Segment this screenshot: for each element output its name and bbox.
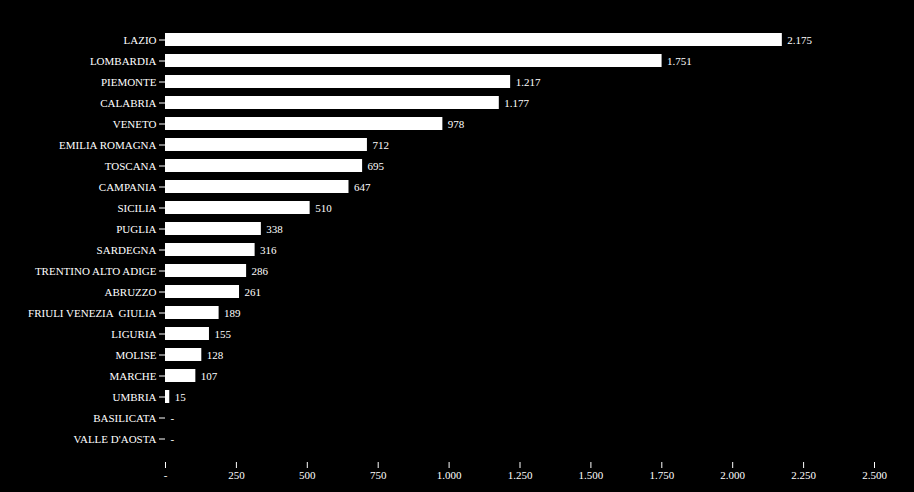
- svg-text:2.500: 2.500: [862, 469, 887, 481]
- svg-text:LAZIO: LAZIO: [124, 34, 157, 46]
- svg-text:155: 155: [214, 328, 231, 340]
- svg-text:MARCHE: MARCHE: [109, 370, 156, 382]
- svg-text:ABRUZZO: ABRUZZO: [105, 286, 157, 298]
- svg-text:-: -: [164, 469, 168, 481]
- svg-text:FRIULI VENEZIA GIULIA: FRIULI VENEZIA GIULIA: [28, 307, 156, 319]
- svg-text:1.500: 1.500: [579, 469, 604, 481]
- svg-text:128: 128: [207, 349, 224, 361]
- svg-text:250: 250: [228, 469, 245, 481]
- svg-text:750: 750: [370, 469, 387, 481]
- svg-text:UMBRIA: UMBRIA: [112, 391, 156, 403]
- svg-text:15: 15: [175, 391, 187, 403]
- svg-text:SICILIA: SICILIA: [117, 202, 156, 214]
- svg-text:189: 189: [224, 307, 241, 319]
- svg-text:BASILICATA: BASILICATA: [93, 412, 156, 424]
- svg-text:VALLE D'AOSTA: VALLE D'AOSTA: [73, 433, 156, 445]
- svg-text:2.175: 2.175: [787, 34, 812, 46]
- svg-text:647: 647: [354, 181, 371, 193]
- svg-text:712: 712: [372, 139, 389, 151]
- svg-text:CAMPANIA: CAMPANIA: [99, 181, 157, 193]
- svg-text:500: 500: [299, 469, 316, 481]
- svg-text:1.000: 1.000: [437, 469, 462, 481]
- svg-text:978: 978: [448, 118, 465, 130]
- svg-text:286: 286: [252, 265, 269, 277]
- svg-text:CALABRIA: CALABRIA: [100, 97, 156, 109]
- svg-text:695: 695: [368, 160, 385, 172]
- svg-text:LIGURIA: LIGURIA: [111, 328, 156, 340]
- svg-text:PIEMONTE: PIEMONTE: [101, 76, 157, 88]
- svg-text:316: 316: [260, 244, 277, 256]
- svg-text:SARDEGNA: SARDEGNA: [97, 244, 157, 256]
- svg-text:1.751: 1.751: [667, 55, 692, 67]
- svg-text:-: -: [171, 433, 175, 445]
- svg-text:2.000: 2.000: [720, 469, 745, 481]
- svg-text:2.250: 2.250: [791, 469, 816, 481]
- svg-text:MOLISE: MOLISE: [116, 349, 157, 361]
- svg-text:TOSCANA: TOSCANA: [105, 160, 157, 172]
- svg-text:107: 107: [201, 370, 218, 382]
- svg-text:1.250: 1.250: [508, 469, 533, 481]
- svg-text:1.217: 1.217: [516, 76, 541, 88]
- svg-text:EMILIA ROMAGNA: EMILIA ROMAGNA: [59, 139, 157, 151]
- svg-text:1.750: 1.750: [649, 469, 674, 481]
- svg-text:510: 510: [315, 202, 332, 214]
- svg-text:TRENTINO ALTO ADIGE: TRENTINO ALTO ADIGE: [35, 265, 157, 277]
- svg-text:261: 261: [245, 286, 261, 298]
- svg-text:PUGLIA: PUGLIA: [116, 223, 156, 235]
- svg-text:1.177: 1.177: [504, 97, 529, 109]
- svg-text:LOMBARDIA: LOMBARDIA: [90, 55, 157, 67]
- svg-text:VENETO: VENETO: [113, 118, 157, 130]
- svg-text:338: 338: [266, 223, 283, 235]
- svg-text:-: -: [171, 412, 175, 424]
